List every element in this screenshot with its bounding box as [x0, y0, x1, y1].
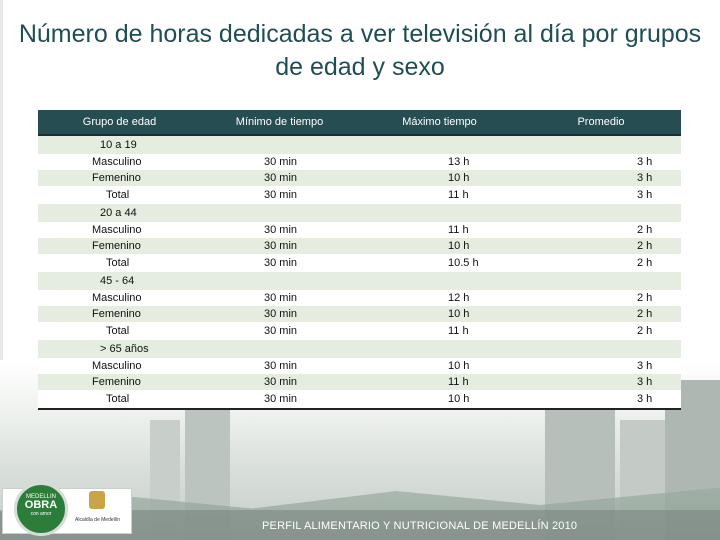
age-group-row: 45 - 64 [38, 272, 681, 290]
alcaldia-logo-text: Alcaldía de Medellín [75, 517, 121, 523]
sex-label: Total [106, 393, 130, 405]
sex-label: Masculino [92, 360, 142, 372]
min-time-cell: 30 min [264, 292, 298, 304]
average-cell: 2 h [637, 257, 653, 269]
age-group-label: 20 a 44 [100, 207, 137, 219]
average-cell: 2 h [637, 240, 653, 252]
header-average: Promedio [577, 116, 625, 128]
table-row: Total 30 min 10.5 h 2 h [38, 254, 681, 272]
table-row: Femenino 30 min 10 h 2 h [38, 238, 681, 254]
min-time-cell: 30 min [264, 308, 298, 320]
min-time-cell: 30 min [264, 189, 298, 201]
table-header: Grupo de edad Mínimo de tiempo Máximo ti… [38, 110, 681, 136]
max-time-cell: 11 h [448, 224, 469, 236]
slide-title: Número de horas dedicadas a ver televisi… [18, 20, 702, 81]
average-cell: 3 h [637, 156, 653, 168]
min-time-cell: 30 min [264, 156, 298, 168]
min-time-cell: 30 min [264, 393, 298, 405]
header-age-group: Grupo de edad [82, 116, 157, 128]
average-cell: 2 h [637, 224, 653, 236]
max-time-cell: 10 h [448, 308, 470, 320]
age-group-label: > 65 años [100, 343, 149, 355]
medellin-obra-logo: MEDELLIN OBRA con amor [14, 482, 68, 536]
sex-label: Masculino [92, 224, 142, 236]
min-time-cell: 30 min [264, 376, 298, 388]
header-min-time: Mínimo de tiempo [235, 116, 324, 128]
age-group-row: 20 a 44 [38, 204, 681, 222]
table-row: Femenino 30 min 11 h 3 h [38, 374, 681, 390]
sex-label: Femenino [92, 308, 141, 320]
average-cell: 3 h [637, 360, 653, 372]
logo-line1: MEDELLIN [25, 494, 56, 500]
sex-label: Masculino [92, 292, 142, 304]
max-time-cell: 13 h [448, 156, 470, 168]
max-time-cell: 11 h [448, 189, 469, 201]
sex-label: Femenino [92, 240, 141, 252]
sex-label: Total [106, 189, 130, 201]
table-row: Masculino 30 min 12 h 2 h [38, 290, 681, 306]
max-time-cell: 10 h [448, 172, 470, 184]
sex-label: Total [106, 257, 130, 269]
age-group-label: 45 - 64 [100, 275, 135, 287]
average-cell: 3 h [637, 393, 653, 405]
min-time-cell: 30 min [264, 224, 298, 236]
table-body: 10 a 19 Masculino 30 min 13 h 3 h Femenino 30 … [38, 136, 681, 408]
max-time-cell: 10 h [448, 240, 470, 252]
table-row: Femenino 30 min 10 h 3 h [38, 170, 681, 186]
age-group-row: > 65 años [38, 340, 681, 358]
logo-line2: OBRA [24, 499, 58, 511]
table-row: Total 30 min 11 h 2 h [38, 322, 681, 340]
min-time-cell: 30 min [264, 360, 298, 372]
logo-line3: con amor [30, 511, 52, 517]
max-time-cell: 11 h [448, 325, 469, 337]
average-cell: 2 h [637, 308, 653, 320]
average-cell: 2 h [637, 325, 653, 337]
age-group-row: 10 a 19 [38, 136, 681, 154]
max-time-cell: 12 h [448, 292, 470, 304]
max-time-cell: 10 h [448, 393, 470, 405]
min-time-cell: 30 min [264, 172, 298, 184]
sex-label: Total [106, 325, 130, 337]
table-row: Total 30 min 10 h 3 h [38, 390, 681, 408]
table-row: Femenino 30 min 10 h 2 h [38, 306, 681, 322]
sex-label: Femenino [92, 376, 141, 388]
min-time-cell: 30 min [264, 240, 298, 252]
max-time-cell: 11 h [448, 376, 469, 388]
header-max-time: Máximo tiempo [402, 116, 477, 128]
table-row: Masculino 30 min 13 h 3 h [38, 154, 681, 170]
table-row: Masculino 30 min 11 h 2 h [38, 222, 681, 238]
footer-title: PERFIL ALIMENTARIO Y NUTRICIONAL DE MEDE… [262, 520, 578, 532]
table-row: Masculino 30 min 10 h 3 h [38, 358, 681, 374]
min-time-cell: 30 min [264, 257, 298, 269]
left-border-strip [0, 0, 3, 540]
average-cell: 3 h [637, 172, 653, 184]
average-cell: 3 h [637, 189, 653, 201]
max-time-cell: 10.5 h [448, 257, 479, 269]
city-seal-icon [89, 491, 105, 509]
average-cell: 3 h [637, 376, 653, 388]
table-bottom-rule [38, 408, 681, 410]
age-group-label: 10 a 19 [100, 139, 137, 151]
table-row: Total 30 min 11 h 3 h [38, 186, 681, 204]
tv-hours-table: Grupo de edad Mínimo de tiempo Máximo ti… [38, 110, 681, 410]
min-time-cell: 30 min [264, 325, 298, 337]
max-time-cell: 10 h [448, 360, 470, 372]
average-cell: 2 h [637, 292, 653, 304]
sex-label: Femenino [92, 172, 141, 184]
sex-label: Masculino [92, 156, 142, 168]
